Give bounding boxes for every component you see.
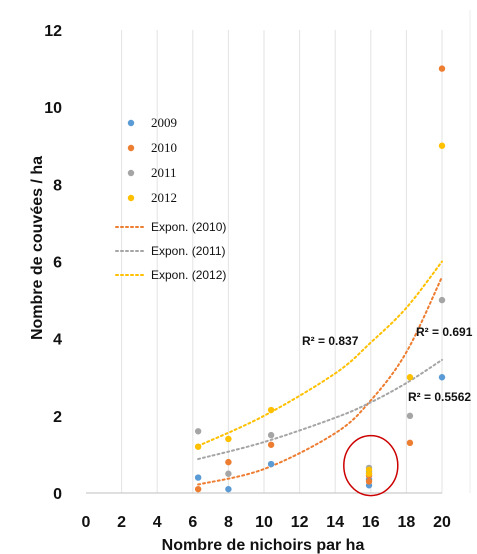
y-tick-label-6: 6: [53, 255, 62, 272]
point-2012-0: [194, 443, 202, 450]
x-tick-label-0: 0: [82, 514, 91, 531]
trendline-2: [197, 260, 443, 447]
point-2010-0: [194, 485, 202, 493]
legend-marker-2010: [127, 144, 135, 152]
x-axis-title: Nombre de nichoirs par ha: [162, 537, 365, 554]
trendline-0: [197, 275, 443, 486]
x-tick-label-16: 16: [362, 514, 380, 531]
point-2009-6: [438, 374, 446, 381]
axes: 0 2 4 6 8 10 12 14 16 18 20 0 2 4 6 8 10 12: [44, 23, 451, 531]
trendlines: [197, 260, 443, 486]
x-tick-label-14: 14: [326, 514, 344, 531]
x-tick-label-12: 12: [291, 514, 309, 531]
r2-label-2: R² = 0.837: [302, 334, 359, 348]
grid-lines: [121, 10, 471, 493]
trendline-1: [197, 358, 443, 461]
legend: 2009 2010 2011 2012 Expon. (2010) Expon. (201…: [115, 115, 226, 282]
legend-label-trend-2: Expon. (2012): [151, 268, 226, 282]
point-2012-1: [225, 435, 232, 443]
x-tick-label-18: 18: [398, 514, 416, 531]
x-tick-label-20: 20: [433, 514, 451, 531]
point-2010-1: [225, 458, 232, 466]
point-2009-0: [194, 474, 202, 481]
point-2011-2: [267, 431, 275, 439]
legend-label-trend-1: Expon. (2011): [151, 244, 226, 258]
highlight-circle: [343, 434, 399, 497]
legend-label-2010: 2010: [151, 140, 177, 155]
x-tick-label-8: 8: [224, 514, 233, 531]
point-2010-2: [267, 441, 275, 448]
y-tick-label-12: 12: [44, 23, 62, 40]
y-tick-label-8: 8: [53, 177, 62, 194]
point-2011-1: [225, 470, 232, 477]
x-tick-label-4: 4: [153, 514, 162, 531]
legend-label-2009: 2009: [151, 115, 177, 130]
legend-marker-2012: [127, 194, 135, 202]
y-tick-label-4: 4: [53, 332, 62, 349]
point-2010-3: [365, 478, 373, 485]
point-2012-4: [365, 466, 373, 474]
point-2011-5: [406, 412, 414, 420]
point-2012-5: [406, 374, 414, 381]
point-2011-6: [438, 296, 446, 304]
annotations: R² = 0.691 R² = 0.5562 R² = 0.837: [302, 325, 473, 497]
r2-label-1: R² = 0.5562: [408, 390, 471, 404]
y-axis-title: Nombre de couvées / ha: [29, 156, 46, 340]
legend-label-2012: 2012: [151, 190, 177, 205]
legend-marker-2009: [127, 119, 135, 127]
point-2009-1: [225, 485, 232, 493]
x-tick-label-6: 6: [188, 514, 197, 531]
y-tick-label-2: 2: [53, 409, 62, 426]
legend-label-trend-0: Expon. (2010): [151, 220, 226, 234]
point-2010-6: [438, 65, 446, 72]
point-2010-5: [406, 439, 414, 447]
point-2012-2: [267, 406, 275, 414]
x-tick-label-10: 10: [255, 514, 273, 531]
y-tick-label-10: 10: [44, 100, 62, 117]
y-tick-label-0: 0: [53, 486, 62, 503]
legend-marker-2011: [127, 169, 135, 177]
r2-label-0: R² = 0.691: [416, 325, 473, 339]
point-2009-2: [267, 460, 275, 468]
x-tick-label-2: 2: [117, 514, 126, 531]
point-2012-6: [438, 142, 446, 149]
point-2011-0: [194, 428, 202, 435]
legend-label-2011: 2011: [151, 165, 177, 180]
data-points: [194, 65, 446, 493]
